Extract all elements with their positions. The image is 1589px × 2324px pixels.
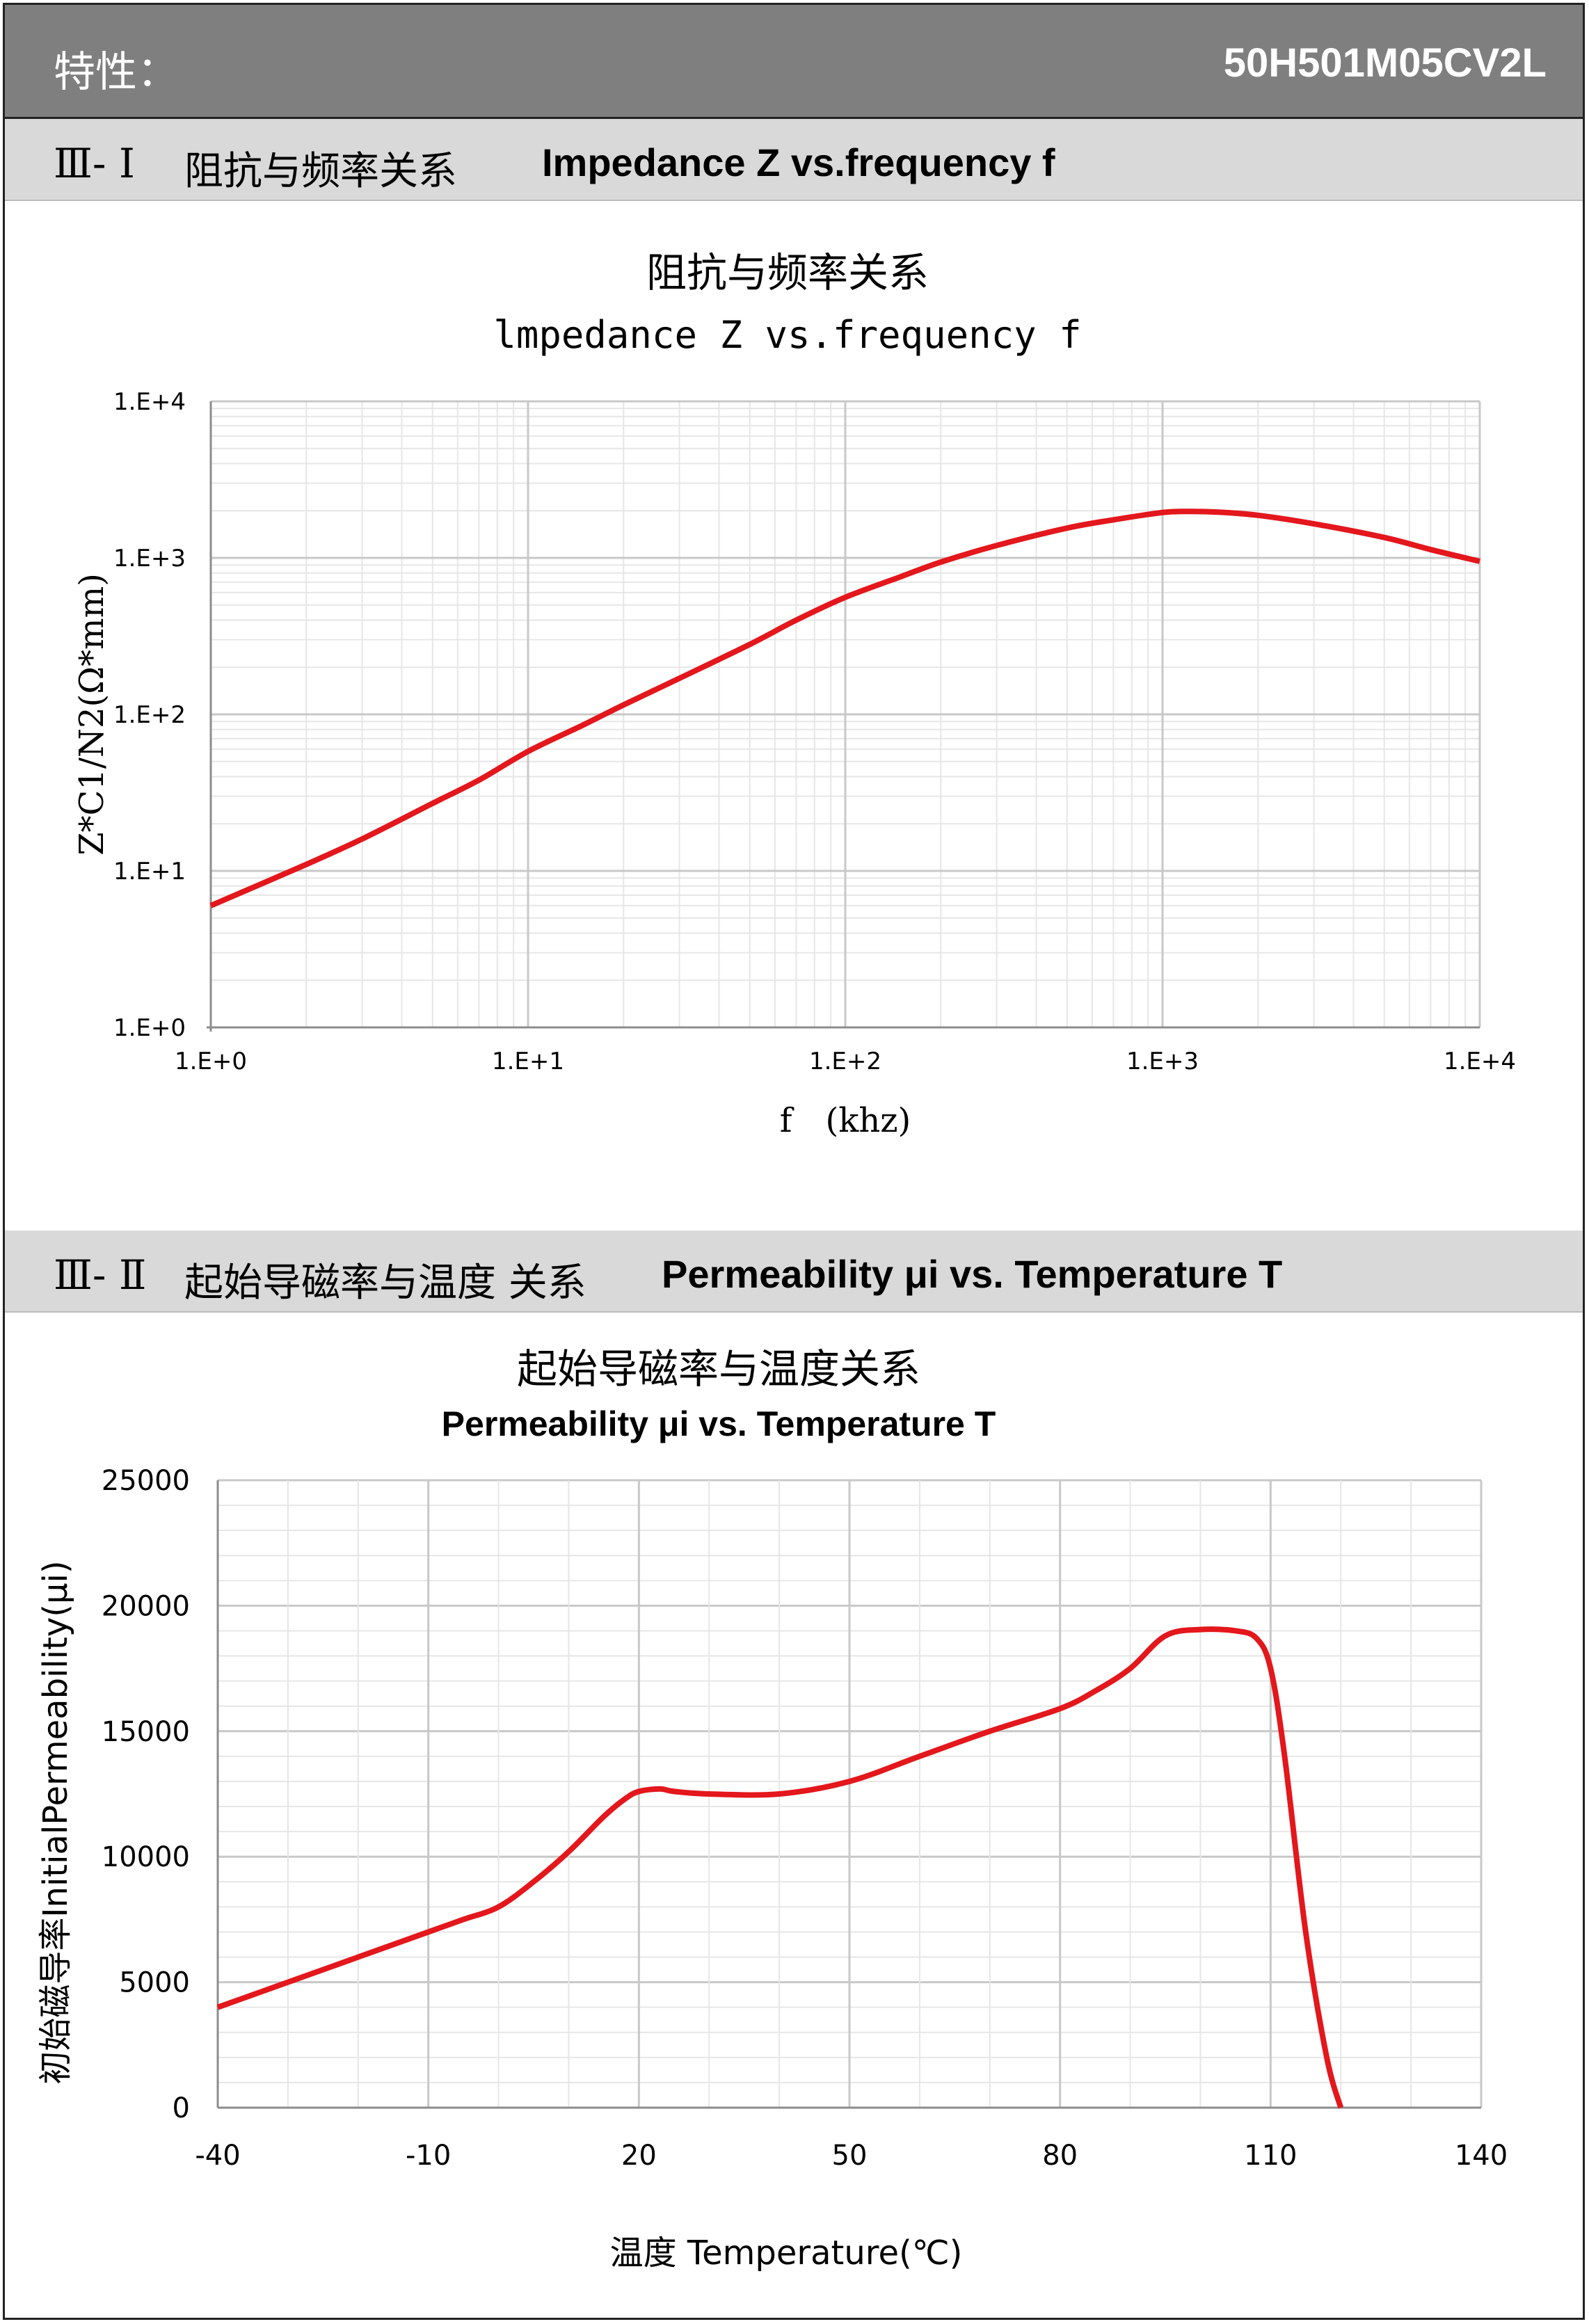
section-header-permeability: Ⅲ- Ⅱ 起始导磁率与温度 关系 Permeability μi vs. Tem… <box>5 1231 1583 1313</box>
y-tick-label: 10000 <box>102 1841 190 1873</box>
permeability-series-line <box>216 1626 1344 2109</box>
x-tick-label: 20 <box>621 2140 657 2172</box>
chart-subtitle: lmpedance Z vs.frequency f <box>493 313 1081 357</box>
y-axis-label: Z*C1/N2(Ω*mm) <box>72 573 111 856</box>
y-tick-label: 1.E+1 <box>113 858 186 885</box>
impedance-chart: 1.E+0 1.E+1 1.E+2 1.E+3 1.E+4 1.E+0 1.E+1 1.E+2… <box>72 249 1516 1140</box>
section-title-cn: 起始导磁率与温度 关系 <box>184 1260 586 1306</box>
chart-title: 阻抗与频率关系 <box>646 249 929 296</box>
y-tick-label: 0 <box>173 2092 190 2124</box>
x-tick-label: 110 <box>1244 2140 1297 2172</box>
section-number: Ⅲ- Ⅰ <box>54 140 135 187</box>
page-frame: 特性： 50H501M05CV2L Ⅲ- Ⅰ 阻抗与频率关系 Impedance… <box>3 3 1585 2320</box>
model-number: 50H501M05CV2L <box>1223 40 1547 86</box>
y-tick-label: 1.E+2 <box>113 701 186 729</box>
y-tick-label: 1.E+3 <box>113 545 186 572</box>
header-left-label: 特性： <box>54 48 179 97</box>
x-tick-label: -40 <box>195 2140 240 2172</box>
chart-subtitle: Permeability μi vs. Temperature T <box>442 1404 996 1443</box>
y-tick-label: 1.E+0 <box>113 1014 186 1042</box>
y-tick-label: 1.E+4 <box>113 388 186 416</box>
x-tick-label: 140 <box>1455 2140 1508 2172</box>
section-title-en: Impedance Z vs.frequency f <box>542 141 1055 184</box>
y-tick-label: 20000 <box>102 1590 190 1622</box>
section-title-en: Permeability μi vs. Temperature T <box>662 1252 1283 1296</box>
x-tick-label: 1.E+1 <box>492 1048 564 1075</box>
y-tick-label: 15000 <box>102 1716 190 1748</box>
x-tick-label: 1.E+2 <box>809 1048 881 1075</box>
section-header-impedance: Ⅲ- Ⅰ 阻抗与频率关系 Impedance Z vs.frequency f <box>5 119 1583 201</box>
section-title-cn: 阻抗与频率关系 <box>184 149 457 194</box>
impedance-series-line <box>209 508 1480 908</box>
y-tick-label: 25000 <box>102 1465 190 1497</box>
header-bar: 特性： 50H501M05CV2L <box>5 5 1583 119</box>
permeability-chart: -40 -10 20 50 80 110 140 0 5000 10000 15000 20000 25… <box>36 1345 1508 2273</box>
x-tick-label: 50 <box>832 2140 868 2172</box>
x-tick-label: 1.E+4 <box>1444 1048 1516 1075</box>
y-axis-label: 初始磁导率InitialPermeability(μi) <box>36 1560 75 2084</box>
x-tick-label: 1.E+3 <box>1126 1048 1199 1075</box>
x-axis-label: 温度 Temperature(℃) <box>610 2234 963 2273</box>
y-tick-label: 5000 <box>119 1967 190 1999</box>
x-axis-label: f (khz) <box>780 1101 911 1140</box>
section-number: Ⅲ- Ⅱ <box>54 1251 147 1299</box>
x-tick-label: 80 <box>1042 2140 1078 2172</box>
x-tick-label: 1.E+0 <box>175 1048 247 1075</box>
chart-title: 起始导磁率与温度关系 <box>517 1345 920 1393</box>
x-tick-label: -10 <box>406 2140 451 2172</box>
